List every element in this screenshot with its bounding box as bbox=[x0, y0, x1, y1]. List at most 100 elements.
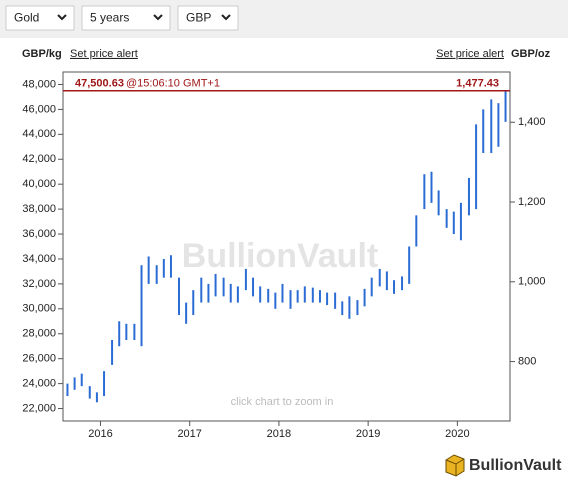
price-range-bar bbox=[445, 209, 448, 228]
price-range-bar bbox=[408, 246, 411, 284]
y2-tick-label: 1,200 bbox=[518, 196, 546, 208]
price-range-bar bbox=[348, 296, 351, 319]
price-range-bar bbox=[140, 265, 143, 347]
price-range-bar bbox=[259, 286, 262, 303]
price-range-bar bbox=[311, 287, 314, 303]
y2-tick-label: 1,000 bbox=[518, 276, 546, 288]
period-select[interactable] bbox=[81, 5, 171, 31]
price-range-bar bbox=[356, 300, 359, 316]
x-tick-label: 2016 bbox=[88, 428, 112, 440]
price-range-bar bbox=[229, 283, 232, 303]
y2-tick-label: 800 bbox=[518, 355, 536, 367]
price-range-bar bbox=[430, 171, 433, 203]
price-range-bar bbox=[370, 277, 373, 297]
price-range-bar bbox=[111, 339, 114, 365]
price-range-bar bbox=[415, 215, 418, 247]
price-range-bar bbox=[289, 290, 292, 309]
price-range-bar bbox=[66, 383, 69, 397]
price-range-bar bbox=[378, 268, 381, 287]
plot-frame bbox=[62, 71, 511, 422]
price-range-bar bbox=[169, 255, 172, 278]
price-range-bar bbox=[118, 321, 121, 347]
period-select-text[interactable]: 5 years bbox=[90, 11, 129, 25]
currency-select-text[interactable]: GBP bbox=[186, 11, 211, 25]
price-range-bar bbox=[185, 302, 188, 324]
price-range-bar bbox=[504, 90, 507, 122]
y-tick-label: 32,000 bbox=[22, 278, 56, 290]
y-tick-label: 48,000 bbox=[22, 78, 56, 90]
price-range-bar bbox=[326, 292, 329, 306]
price-range-bar bbox=[125, 323, 128, 340]
y-tick-label: 44,000 bbox=[22, 128, 56, 140]
current-price-label: 47,500.63 bbox=[75, 78, 124, 90]
y-tick-label: 22,000 bbox=[22, 402, 56, 414]
y-tick-label: 28,000 bbox=[22, 328, 56, 340]
price-range-bar bbox=[222, 277, 225, 297]
price-range-bar bbox=[437, 190, 440, 216]
price-range-bar bbox=[490, 99, 493, 154]
price-range-bar bbox=[274, 292, 277, 309]
price-range-bar bbox=[133, 323, 136, 340]
price-range-bar bbox=[103, 371, 106, 397]
price-range-bar bbox=[80, 373, 83, 387]
y-tick-label: 42,000 bbox=[22, 153, 56, 165]
price-range-bar bbox=[236, 286, 239, 303]
x-tick-label: 2020 bbox=[445, 428, 469, 440]
price-range-bar bbox=[296, 290, 299, 303]
chevron bbox=[153, 14, 163, 21]
price-range-bar bbox=[267, 288, 270, 303]
current-price-oz-label: 1,477.43 bbox=[456, 78, 499, 90]
price-range-bar bbox=[423, 174, 426, 210]
zoom-hint: click chart to zoom in bbox=[231, 396, 334, 408]
price-range-bar bbox=[393, 280, 396, 294]
price-range-bar bbox=[244, 268, 247, 291]
y2-tick-label: 1,400 bbox=[518, 116, 546, 128]
y-tick-label: 46,000 bbox=[22, 103, 56, 115]
price-range-bar bbox=[192, 290, 195, 316]
metal-select-text[interactable]: Gold bbox=[14, 11, 39, 25]
right-unit: GBP/oz bbox=[511, 48, 551, 60]
price-range-bar bbox=[281, 283, 284, 303]
y-tick-label: 34,000 bbox=[22, 253, 56, 265]
price-range-bar bbox=[482, 109, 485, 154]
price-range-bar bbox=[200, 277, 203, 303]
price-range-bar bbox=[162, 258, 165, 278]
price-range-bar bbox=[318, 290, 321, 303]
y-tick-label: 24,000 bbox=[22, 378, 56, 390]
x-tick-label: 2018 bbox=[267, 428, 291, 440]
y-tick-label: 30,000 bbox=[22, 303, 56, 315]
price-range-bar bbox=[401, 276, 404, 291]
price-range-bar bbox=[334, 292, 337, 309]
y-tick-label: 40,000 bbox=[22, 178, 56, 190]
left-alert-link[interactable]: Set price alert bbox=[70, 48, 138, 60]
price-range-bar bbox=[155, 265, 158, 284]
price-range-bar bbox=[252, 277, 255, 297]
price-range-bar bbox=[207, 283, 210, 303]
x-tick-label: 2017 bbox=[177, 428, 201, 440]
price-range-bar bbox=[73, 377, 76, 390]
price-range-bar bbox=[214, 273, 217, 297]
price-range-bar bbox=[341, 301, 344, 316]
left-unit: GBP/kg bbox=[22, 48, 62, 60]
price-range-bar bbox=[177, 277, 180, 316]
watermark: BullionVault bbox=[182, 237, 378, 275]
price-range-bar bbox=[467, 177, 470, 216]
price-range-bar bbox=[95, 392, 98, 403]
current-time-label: @15:06:10 GMT+1 bbox=[126, 78, 220, 90]
price-range-bar bbox=[475, 124, 478, 210]
x-tick-label: 2019 bbox=[356, 428, 380, 440]
y-tick-label: 26,000 bbox=[22, 353, 56, 365]
price-range-bar bbox=[303, 286, 306, 303]
price-range-bar bbox=[147, 256, 150, 284]
logo-text: BullionVault bbox=[469, 457, 562, 474]
y-tick-label: 36,000 bbox=[22, 228, 56, 240]
right-alert-link[interactable]: Set price alert bbox=[436, 48, 504, 60]
logo-icon bbox=[445, 454, 465, 477]
price-range-bar bbox=[452, 211, 455, 235]
price-range-bar bbox=[385, 271, 388, 291]
chevron bbox=[221, 14, 231, 21]
chevron bbox=[57, 14, 67, 21]
y-tick-label: 38,000 bbox=[22, 203, 56, 215]
